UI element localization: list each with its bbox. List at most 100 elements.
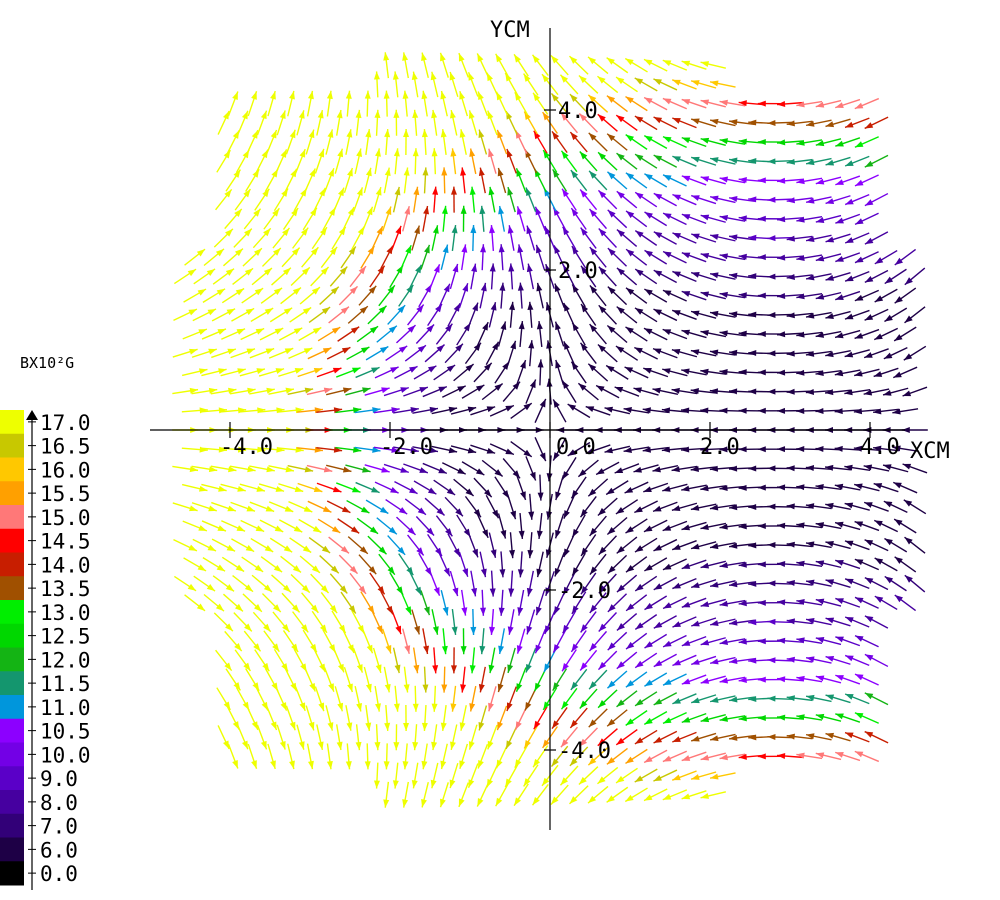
field-arrowhead bbox=[499, 282, 506, 291]
field-arrowhead bbox=[472, 548, 478, 558]
field-arrowhead bbox=[308, 129, 315, 139]
field-arrowhead bbox=[653, 660, 663, 667]
field-arrowhead bbox=[536, 321, 543, 330]
field-arrowhead bbox=[562, 624, 570, 634]
colorbar-label: 11.5 bbox=[40, 672, 91, 696]
field-arrowhead bbox=[514, 759, 522, 768]
field-arrowhead bbox=[555, 529, 561, 539]
field-arrowhead bbox=[607, 642, 616, 651]
field-arrowhead bbox=[299, 149, 306, 158]
x-tick-label: 4.0 bbox=[860, 435, 900, 460]
field-arrowhead bbox=[597, 738, 606, 746]
field-arrowhead bbox=[625, 794, 634, 802]
field-arrowhead bbox=[526, 187, 532, 197]
field-arrowhead bbox=[507, 225, 514, 234]
field-arrowhead bbox=[349, 565, 358, 574]
field-arrowhead bbox=[815, 255, 825, 262]
field-arrowhead bbox=[509, 549, 516, 559]
field-arrowhead bbox=[597, 507, 606, 516]
field-arrowhead bbox=[386, 245, 393, 255]
colorbar-swatch bbox=[0, 813, 24, 838]
field-arrowhead bbox=[796, 407, 805, 414]
field-arrowhead bbox=[329, 246, 338, 256]
field-arrowhead bbox=[562, 662, 569, 672]
field-arrowhead bbox=[460, 646, 467, 655]
field-arrowhead bbox=[291, 604, 300, 613]
field-arrowhead bbox=[235, 564, 245, 572]
field-arrowhead bbox=[443, 567, 450, 577]
field-arrowhead bbox=[532, 796, 540, 806]
field-arrowhead bbox=[625, 58, 634, 66]
field-arrowhead bbox=[309, 168, 316, 178]
field-arrowhead bbox=[197, 289, 207, 296]
field-arrowhead bbox=[845, 578, 854, 585]
field-arrowhead bbox=[307, 760, 314, 770]
field-arrowhead bbox=[480, 607, 487, 616]
field-arrowhead bbox=[412, 109, 419, 119]
field-arrowhead bbox=[815, 675, 825, 682]
field-arrowhead bbox=[691, 195, 700, 201]
field-arrowhead bbox=[625, 134, 634, 142]
field-arrowhead bbox=[281, 663, 288, 672]
colorbar-arrowhead-icon bbox=[26, 410, 38, 420]
field-arrowhead bbox=[806, 236, 815, 242]
field-arrowhead bbox=[757, 138, 766, 145]
field-arrowhead bbox=[523, 778, 531, 787]
field-arrowhead bbox=[482, 529, 489, 538]
field-arrowhead bbox=[815, 522, 825, 528]
field-arrowhead bbox=[383, 90, 390, 99]
field-arrowhead bbox=[555, 359, 562, 369]
field-arrowhead bbox=[402, 799, 409, 808]
field-arrowhead bbox=[489, 225, 496, 234]
field-arrowhead bbox=[533, 130, 541, 140]
field-arrowhead bbox=[350, 526, 360, 534]
field-arrowhead bbox=[471, 263, 478, 273]
field-arrowhead bbox=[423, 244, 430, 254]
field-arrowhead bbox=[551, 93, 559, 102]
field-arrowhead bbox=[643, 367, 652, 374]
field-arrowhead bbox=[815, 752, 825, 759]
field-arrowhead bbox=[796, 752, 805, 759]
field-arrowhead bbox=[385, 206, 392, 216]
field-arrowhead bbox=[440, 129, 447, 138]
field-arrowhead bbox=[607, 526, 616, 535]
field-arrowhead bbox=[313, 486, 323, 493]
field-arrowhead bbox=[498, 244, 505, 253]
colorbar-swatch bbox=[0, 600, 24, 625]
field-arrowhead bbox=[375, 187, 382, 196]
field-arrowhead bbox=[786, 733, 795, 740]
field-arrowhead bbox=[671, 505, 681, 512]
field-arrowhead bbox=[653, 117, 663, 124]
field-arrowhead bbox=[301, 584, 310, 593]
field-arrowhead bbox=[635, 269, 644, 277]
field-arrowhead bbox=[460, 205, 467, 214]
field-arrowhead bbox=[406, 284, 414, 294]
field-arrowhead bbox=[589, 681, 597, 690]
field-arrowhead bbox=[709, 349, 719, 356]
field-arrowhead bbox=[421, 722, 428, 731]
field-arrowhead bbox=[381, 466, 390, 473]
field-arrowhead bbox=[371, 486, 380, 493]
field-arrowhead bbox=[796, 216, 805, 223]
field-arrowhead bbox=[385, 644, 392, 654]
field-arrowhead bbox=[825, 541, 834, 547]
field-arrowhead bbox=[634, 506, 643, 513]
field-arrowhead bbox=[571, 643, 579, 652]
field-arrowhead bbox=[292, 287, 302, 295]
field-arrowhead bbox=[644, 289, 653, 296]
field-arrowhead bbox=[225, 584, 235, 592]
field-arrowhead bbox=[332, 367, 342, 374]
field-arrowhead bbox=[777, 484, 786, 491]
field-arrowhead bbox=[488, 702, 494, 712]
field-arrowhead bbox=[247, 466, 256, 473]
field-arrowhead bbox=[710, 195, 719, 202]
field-arrowhead bbox=[247, 387, 256, 394]
field-arrowhead bbox=[452, 587, 459, 597]
field-arrowhead bbox=[616, 115, 625, 123]
field-arrowhead bbox=[757, 484, 766, 491]
field-arrowhead bbox=[510, 510, 516, 520]
field-arrowhead bbox=[607, 604, 616, 612]
field-arrowhead bbox=[588, 719, 597, 728]
field-arrowhead bbox=[625, 526, 634, 534]
field-arrowhead bbox=[625, 756, 634, 764]
